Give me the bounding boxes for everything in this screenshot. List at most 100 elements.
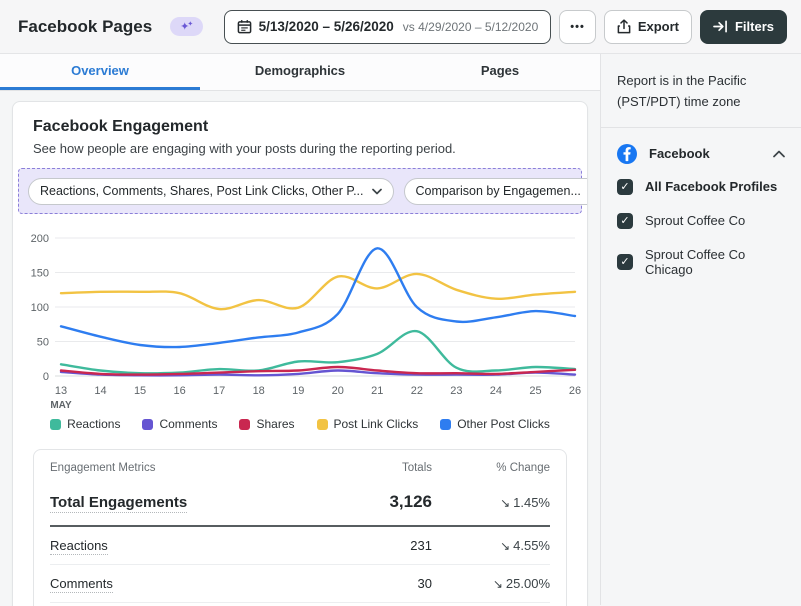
change-cell: ↘ 1.45%: [432, 482, 550, 527]
total-cell: 71: [322, 602, 432, 606]
profile-row[interactable]: ✓ Sprout Coffee Co: [617, 204, 785, 238]
legend-item[interactable]: Shares: [239, 417, 295, 431]
top-header: Facebook Pages ✦ ✦ 5/13/2020 – 5/26/2020 …: [0, 0, 801, 54]
filters-button[interactable]: Filters: [699, 9, 787, 44]
metric-cell: Comments: [50, 564, 322, 603]
tab-overview[interactable]: Overview: [0, 54, 200, 90]
comparison-dropdown-value: Comparison by Engagemen...: [415, 184, 581, 198]
col-percent-change: % Change: [496, 462, 550, 474]
metric-label[interactable]: Reactions: [50, 538, 108, 555]
y-axis-tick: 200: [31, 233, 49, 245]
timezone-note: Report is in the Pacific (PST/PDT) time …: [617, 73, 747, 110]
metric-label[interactable]: Total Engagements: [50, 493, 188, 513]
table-row: Reactions 231 ↘ 4.55%: [50, 525, 550, 565]
engagement-line-chart[interactable]: 0 50 100 150 200 13 14 15 16 17 18 19 20 21 22 23 24 25 26…: [23, 224, 583, 411]
x-axis-tick: 14: [94, 385, 106, 397]
legend-label: Other Post Clicks: [457, 417, 550, 431]
report-tabs: Overview Demographics Pages: [0, 54, 600, 91]
profile-label: Sprout Coffee Co: [645, 213, 746, 229]
trend-down-icon: ↘: [500, 539, 511, 553]
page-title: Facebook Pages: [18, 16, 153, 36]
x-axis-tick: 20: [332, 385, 344, 397]
date-range-button[interactable]: 5/13/2020 – 5/26/2020 vs 4/29/2020 – 5/1…: [223, 9, 552, 44]
x-axis-tick: 21: [371, 385, 383, 397]
y-axis-tick: 50: [37, 337, 49, 349]
date-range-primary: 5/13/2020 – 5/26/2020: [258, 19, 394, 34]
legend-label: Reactions: [67, 417, 121, 431]
metric-cell: Total Engagements: [50, 482, 322, 527]
legend-swatch: [50, 418, 62, 430]
legend-swatch: [239, 418, 251, 430]
x-axis-tick: 16: [173, 385, 185, 397]
legend-item[interactable]: Reactions: [50, 417, 120, 431]
x-axis-month-label: MAY: [50, 400, 72, 410]
tab-demographics[interactable]: Demographics: [254, 63, 346, 78]
metric-change: ↘ 4.55%: [500, 538, 550, 553]
calendar-icon: [237, 20, 251, 34]
x-axis-tick: 13: [55, 385, 67, 397]
chart-area: 0 50 100 150 200 13 14 15 16 17 18 19 20 21 22 23 24 25 26…: [13, 214, 587, 415]
x-axis-tick: 18: [253, 385, 265, 397]
legend-item[interactable]: Post Link Clicks: [316, 417, 419, 431]
main-panel: Overview Demographics Pages Facebook Engag…: [0, 54, 601, 606]
more-options-button[interactable]: •••: [559, 9, 596, 44]
table-row: Shares71↗9.23%: [50, 602, 550, 606]
change-cell: ↗9.23%: [432, 602, 550, 606]
profile-row[interactable]: ✓ Sprout Coffee Co Chicago: [617, 238, 785, 286]
chart-filter-bar: Reactions, Comments, Shares, Post Link C…: [18, 168, 587, 214]
x-axis-tick: 19: [292, 385, 304, 397]
profile-row[interactable]: ✓ All Facebook Profiles: [617, 170, 785, 204]
change-cell: ↘ 4.55%: [432, 525, 550, 565]
network-label: Facebook: [649, 146, 710, 162]
x-axis-tick: 25: [529, 385, 541, 397]
col-totals: Totals: [401, 462, 432, 474]
export-button[interactable]: Export: [603, 9, 692, 44]
series-line-reactions[interactable]: [59, 329, 577, 375]
series-line-post-link-clicks[interactable]: [59, 272, 577, 311]
metric-total: 30: [417, 576, 432, 591]
metrics-dropdown[interactable]: Reactions, Comments, Shares, Post Link C…: [28, 177, 394, 205]
ai-sparkle-badge[interactable]: ✦ ✦: [170, 17, 204, 36]
total-cell: 30: [322, 564, 432, 603]
legend-swatch: [142, 418, 154, 430]
total-cell: 3,126: [322, 482, 432, 527]
filters-sidebar: Report is in the Pacific (PST/PDT) time …: [601, 54, 801, 605]
chevron-up-icon: [773, 150, 785, 158]
legend-swatch: [440, 418, 452, 430]
filters-label: Filters: [734, 19, 774, 34]
x-axis-tick: 26: [569, 385, 581, 397]
metric-cell: Shares: [50, 602, 322, 606]
y-axis-tick: 0: [43, 371, 49, 383]
facebook-network-toggle[interactable]: Facebook: [617, 128, 785, 170]
table-row: Total Engagements 3,126 ↘ 1.45%: [50, 482, 550, 527]
metric-label[interactable]: Comments: [50, 576, 113, 593]
profile-checkbox[interactable]: ✓: [617, 212, 633, 229]
x-axis-tick: 15: [134, 385, 146, 397]
chart-legend: Reactions Comments Shares Post Link Clicks O…: [13, 415, 587, 439]
sidebar-divider: [601, 126, 801, 128]
metric-total: 231: [410, 538, 432, 553]
engagement-metrics-table: Engagement Metrics Totals % Change Total…: [50, 450, 550, 606]
tab-pages[interactable]: Pages: [480, 63, 520, 78]
legend-label: Post Link Clicks: [333, 417, 419, 431]
trend-down-icon: ↘: [500, 495, 511, 510]
metric-change: ↘ 1.45%: [500, 495, 550, 510]
ellipsis-icon: •••: [570, 20, 585, 33]
metric-cell: Reactions: [50, 525, 322, 565]
profile-checkbox[interactable]: ✓: [617, 178, 633, 195]
x-axis-tick: 24: [490, 385, 502, 397]
profile-checkbox[interactable]: ✓: [617, 253, 633, 270]
total-cell: 231: [322, 525, 432, 565]
x-axis-tick: 17: [213, 385, 225, 397]
comparison-dropdown[interactable]: Comparison by Engagemen...: [403, 177, 587, 205]
date-range-comparison: vs 4/29/2020 – 5/12/2020: [402, 19, 539, 34]
metrics-dropdown-value: Reactions, Comments, Shares, Post Link C…: [40, 184, 364, 198]
series-line-other-post-clicks[interactable]: [59, 247, 577, 349]
legend-item[interactable]: Other Post Clicks: [440, 417, 550, 431]
export-label: Export: [637, 19, 679, 34]
profile-label: Sprout Coffee Co Chicago: [645, 246, 746, 277]
series-line-shares[interactable]: [59, 365, 577, 376]
sparkle-icon: ✦: [180, 21, 190, 33]
y-axis-tick: 150: [31, 268, 49, 280]
legend-item[interactable]: Comments: [142, 417, 217, 431]
